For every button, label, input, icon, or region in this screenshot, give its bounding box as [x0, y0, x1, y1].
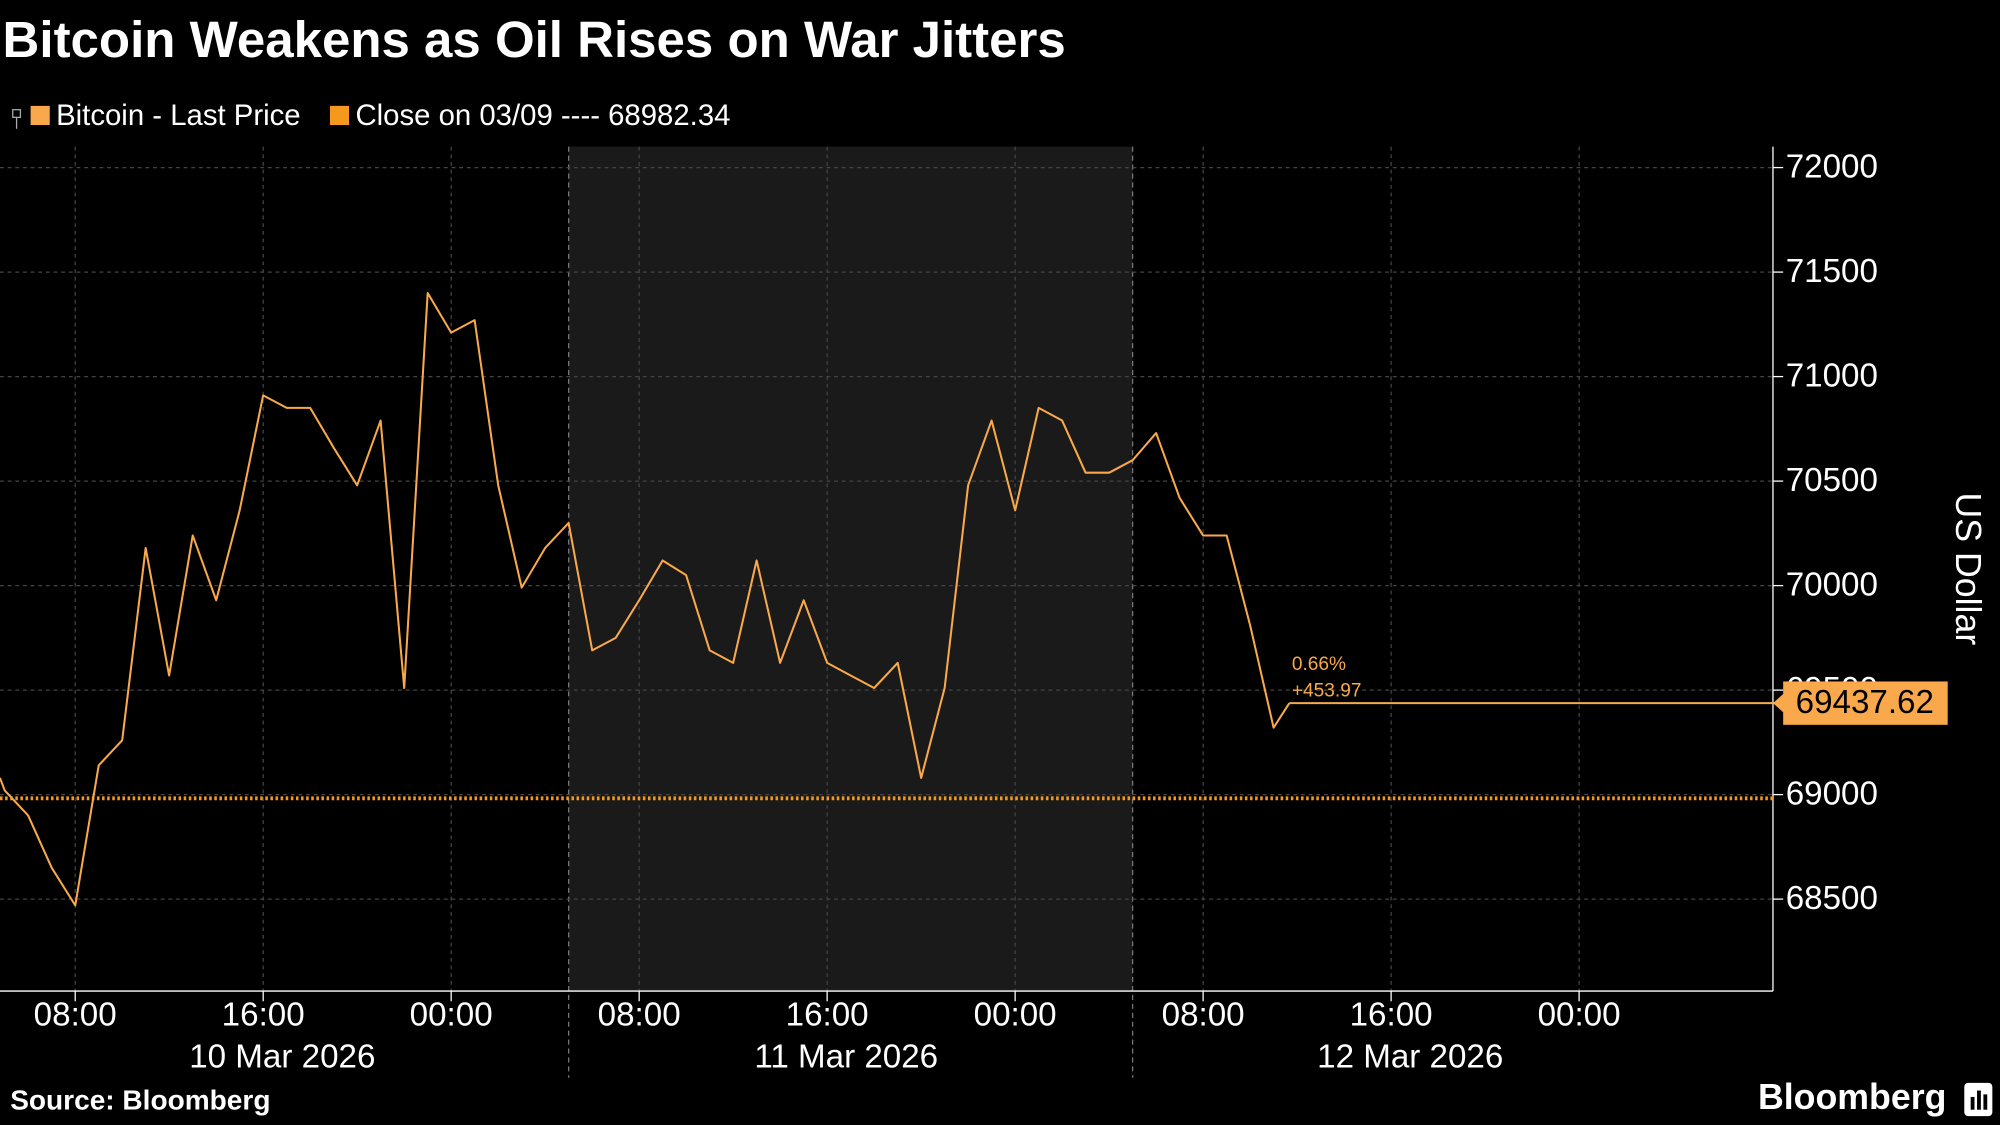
shaded-region: [568, 146, 1133, 992]
chart-title: Bitcoin Weakens as Oil Rises on War Jitt…: [3, 11, 1066, 68]
last-price-tag: [1783, 681, 1948, 725]
legend-pin: [12, 109, 22, 118]
x-tick-label: 00:00: [1538, 996, 1621, 1033]
date-label: 11 Mar 2026: [754, 1038, 938, 1075]
last-price-label: 69437.62: [1796, 684, 1934, 721]
y-tick-label: 70000: [1786, 567, 1878, 604]
change-abs: +453.97: [1292, 681, 1362, 702]
x-tick-label: 16:00: [786, 996, 869, 1033]
y-axis-title: US Dollar: [1948, 492, 1988, 645]
y-tick-label: 70500: [1786, 462, 1878, 499]
brand-icon: [1964, 1082, 1993, 1117]
source: Source: Bloomberg: [10, 1084, 270, 1115]
x-tick-label: 08:00: [598, 996, 681, 1033]
legend-label: Bitcoin - Last Price: [56, 99, 301, 132]
y-tick-label: 69000: [1786, 776, 1878, 813]
y-tick-label: 72000: [1786, 149, 1878, 186]
legend-label: Close on 03/09 ---- 68982.34: [355, 99, 730, 132]
price-line: [0, 291, 1291, 907]
last-price-tag-arrow: [1772, 692, 1785, 714]
date-label: 10 Mar 2026: [189, 1038, 375, 1075]
change-pct: 0.66%: [1292, 654, 1346, 675]
x-tick-label: 16:00: [1350, 996, 1433, 1033]
legend-swatch: [329, 105, 350, 125]
x-tick-label: 00:00: [410, 996, 493, 1033]
date-label: 12 Mar 2026: [1317, 1038, 1503, 1075]
y-tick-label: 71000: [1786, 358, 1878, 395]
y-tick-label: 68500: [1786, 880, 1878, 917]
x-tick-label: 08:00: [34, 996, 117, 1033]
legend: Bitcoin - Last Price Close on 03/09 ---- …: [12, 99, 730, 132]
x-tick-label: 16:00: [222, 996, 305, 1033]
y-tick-label: 71500: [1786, 253, 1878, 290]
x-tick-label: 08:00: [1162, 996, 1245, 1033]
legend-swatch: [30, 105, 50, 125]
brand: Bloomberg: [1758, 1077, 1946, 1117]
x-tick-label: 00:00: [974, 996, 1057, 1033]
